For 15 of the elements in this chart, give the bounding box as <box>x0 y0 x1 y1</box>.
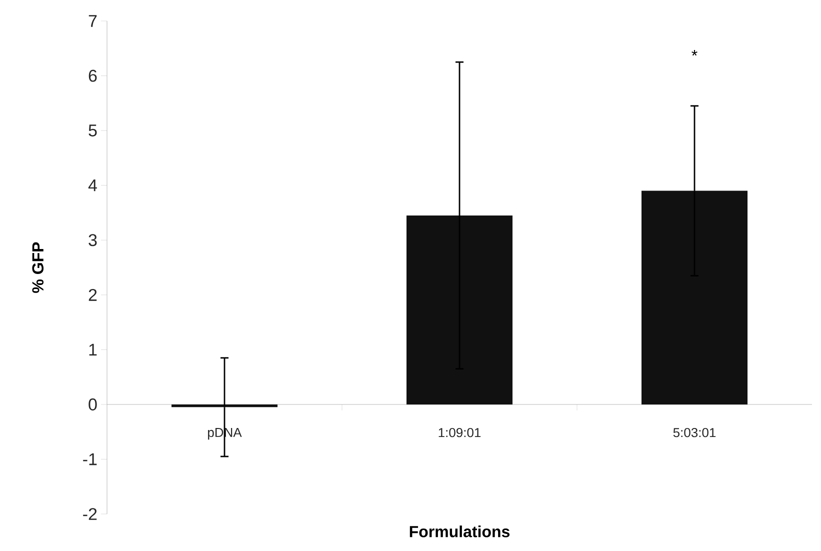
annotation: * <box>692 50 698 56</box>
y-tick-label: 0 <box>88 398 97 410</box>
x-axis-title: Formulations <box>410 526 510 538</box>
y-tick-label: 6 <box>88 70 97 82</box>
y-tick-label: -2 <box>83 508 97 520</box>
y-axis-title: % GFP <box>32 242 44 293</box>
x-tick-label: 5:03:01 <box>673 428 716 438</box>
y-tick-label: -1 <box>83 453 97 466</box>
y-tick-label: 7 <box>88 15 97 27</box>
y-tick-label: 1 <box>89 344 97 356</box>
y-tick-label: 5 <box>88 124 97 136</box>
x-tick-label: 1:09:01 <box>438 428 481 438</box>
y-tick-label: 4 <box>88 179 97 192</box>
y-tick-label: 2 <box>88 288 97 301</box>
y-tick-label: 3 <box>88 234 97 246</box>
